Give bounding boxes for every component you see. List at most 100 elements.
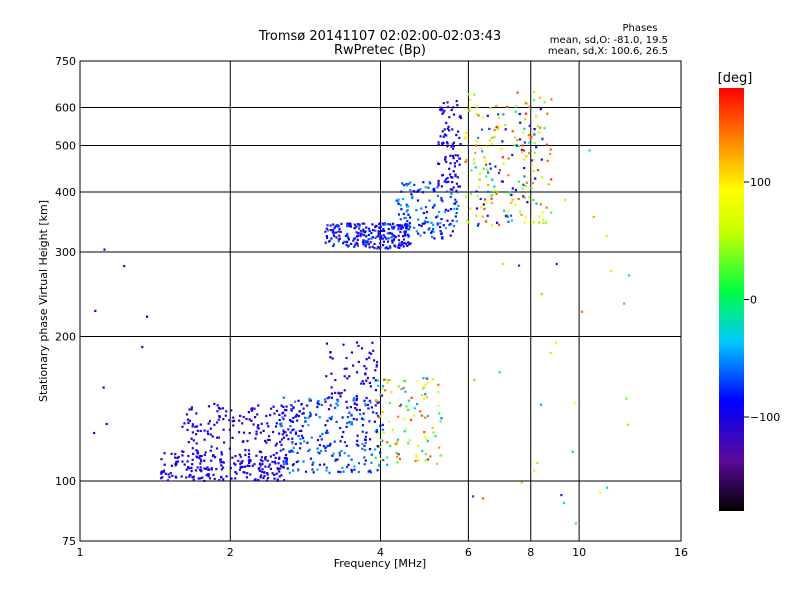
data-point [269,455,272,458]
data-point [246,439,249,443]
data-point [292,428,295,431]
data-point [205,473,208,477]
data-point [234,477,237,480]
data-point [346,416,350,419]
data-point [417,218,420,221]
data-point [238,431,241,434]
data-point [527,196,531,199]
data-point [417,444,420,447]
data-point [204,467,208,470]
data-point [432,223,435,226]
data-point [231,456,234,459]
data-point [335,420,338,423]
data-point [424,459,427,462]
data-point [199,458,202,461]
data-point [520,148,523,151]
data-point [392,238,396,241]
data-point [207,468,210,471]
data-point [468,109,471,112]
data-point [326,397,329,400]
data-point [191,431,194,434]
data-point [162,470,165,473]
data-point [531,163,534,166]
data-point [476,224,479,227]
data-point [369,471,373,474]
data-point [242,431,246,434]
data-point [234,463,237,466]
data-point [454,215,457,218]
data-point [256,413,259,416]
data-point [427,381,430,384]
data-point [415,230,418,233]
data-point [316,403,320,406]
data-point [187,441,190,444]
data-point [259,476,262,479]
data-point [198,456,201,460]
data-point [195,449,198,452]
data-point [427,186,430,189]
data-point [283,461,286,464]
data-point [456,130,460,133]
data-point [332,229,335,232]
data-point [274,462,277,465]
data-point [466,219,469,222]
data-point [467,221,470,224]
data-point [455,211,458,215]
data-point [293,400,297,403]
data-point [357,232,360,235]
data-point [501,156,504,159]
data-point [282,460,285,463]
data-point [399,230,402,234]
data-point [377,416,380,419]
data-point [425,460,429,463]
data-point [307,416,310,419]
data-point [231,436,234,439]
data-point [346,466,349,469]
data-point [397,385,400,388]
data-point [423,397,426,400]
data-point [442,102,445,105]
data-point [235,472,238,475]
data-point [441,142,444,145]
data-point [413,183,416,186]
data-point [426,458,429,461]
data-point [379,415,382,418]
data-point [195,412,198,415]
data-point [381,237,384,240]
data-point [309,413,312,416]
data-point [374,456,377,459]
data-point [199,423,202,426]
data-point [316,439,320,442]
data-point [443,128,446,131]
phases-heading: Phases [622,23,657,34]
data-point [431,230,434,233]
data-point [430,235,434,238]
data-point [522,149,526,152]
data-point [429,182,432,185]
data-point [302,460,305,463]
data-point [387,237,390,240]
data-point [365,367,368,370]
data-point [475,207,479,210]
data-point [355,403,359,406]
data-point [533,133,536,136]
data-point [403,379,406,383]
data-point [440,232,443,235]
data-point [367,243,370,246]
data-point [546,159,549,162]
data-point [191,423,194,426]
data-point [259,431,262,434]
data-point [393,225,396,228]
data-point [362,230,365,233]
y-tick-label: 400 [55,186,76,199]
data-point [410,193,413,196]
data-point [426,220,430,224]
data-point [174,453,177,456]
data-point [403,417,406,420]
data-point [346,222,349,225]
data-point [363,438,367,441]
data-point [518,112,521,116]
data-point [362,412,365,415]
data-point [505,214,508,217]
data-point [324,400,327,403]
